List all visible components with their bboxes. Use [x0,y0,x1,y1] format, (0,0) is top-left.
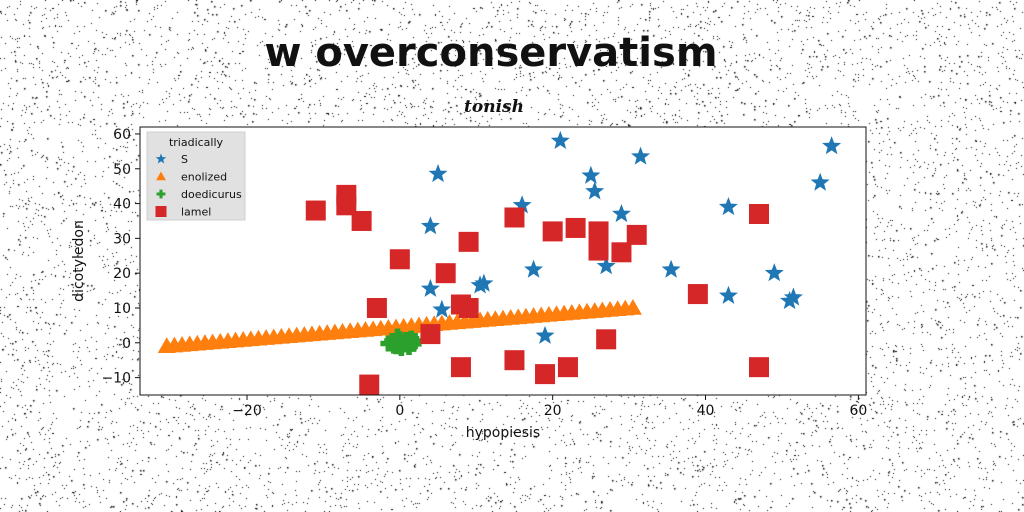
legend-entry-doedicurus: doedicurus [156,188,242,201]
data-point-enolized [623,298,642,315]
data-point-S [661,259,681,278]
plot-area [140,127,866,395]
legend-entry-lamel: lamel [155,206,211,219]
data-point-S [611,204,631,223]
data-point-lamel [359,374,380,395]
data-point-S [512,195,532,214]
data-point-S [550,130,570,150]
data-point-lamel [626,224,647,245]
data-point-lamel [588,240,609,261]
data-point-S [524,259,544,278]
x-tick-label: −20 [232,403,262,419]
series-S [420,130,842,344]
data-point-lamel [504,350,525,371]
legend-label: doedicurus [181,188,242,201]
data-point-S [420,216,440,235]
chart-subtitle: tonish [464,97,524,117]
legend-label: lamel [181,206,211,219]
x-axis-label: hypopiesis [466,425,540,441]
data-point-lamel [435,263,456,284]
legend-marker-S [155,153,167,164]
series-lamel [305,184,770,395]
data-point-doedicurus [405,335,422,352]
data-point-S [420,278,440,297]
data-point-lamel [420,324,441,345]
data-point-lamel [535,364,556,385]
data-point-lamel [611,242,632,263]
legend-title: triadically [169,136,224,149]
data-point-lamel [351,210,372,231]
data-point-lamel [687,284,708,305]
data-point-lamel [389,249,410,270]
data-point-lamel [542,221,563,242]
data-point-S [810,172,830,191]
data-point-S [718,197,738,216]
data-point-doedicurus [401,338,418,355]
y-tick-label: 40 [113,197,131,213]
data-point-doedicurus [391,334,408,351]
plot-frame [139,126,867,396]
legend-marker-lamel [155,206,167,217]
legend-entry-S: S [155,153,188,166]
data-point-lamel [596,329,617,350]
data-point-lamel [588,221,609,242]
x-tick-label: 0 [395,403,404,419]
data-point-lamel [450,357,471,378]
data-point-S [718,285,738,304]
data-point-S [631,146,651,165]
series-doedicurus [380,328,424,357]
data-point-lamel [749,204,770,225]
x-tick-label: 40 [697,403,715,419]
data-point-S [585,181,605,200]
data-point-S [581,165,601,184]
data-point-S [596,256,616,275]
axes-layer: −20 0 20 40 60 −10 0 10 20 30 40 50 60 [101,127,867,419]
y-tick-label: 10 [113,301,131,317]
data-point-S [428,163,448,183]
y-tick-label: 30 [113,231,131,247]
data-point-lamel [458,231,479,252]
y-tick-label: −10 [101,371,131,387]
data-point-lamel [557,357,578,378]
data-point-S [535,325,555,344]
legend-label: S [181,153,188,166]
legend-entry-enolized: enolized [156,171,227,184]
data-point-S [432,299,452,318]
data-layer [157,130,842,395]
y-tick-label: 60 [113,127,131,143]
legend-label: enolized [181,171,227,184]
data-point-S [780,291,800,310]
data-point-S [470,275,490,294]
data-point-lamel [366,297,387,318]
y-axis-label: dicotyledon [71,220,87,302]
y-tick-label: 20 [113,266,131,282]
data-point-S [764,263,784,282]
legend-marker-enolized [156,171,166,181]
y-tick-label: 50 [113,162,131,178]
chart-title: w overconservatism [264,30,717,76]
data-point-lamel [305,200,326,221]
y-tick-label: 0 [122,336,131,352]
x-tick-label: 20 [544,403,562,419]
data-point-lamel [336,195,357,216]
x-tick-label: 60 [849,403,867,419]
data-point-lamel [504,207,525,228]
data-point-lamel [565,217,586,238]
data-point-lamel [749,357,770,378]
data-point-S [822,136,842,155]
legend-marker-doedicurus [156,189,166,199]
data-point-lamel [458,297,479,318]
data-point-S [783,287,803,306]
